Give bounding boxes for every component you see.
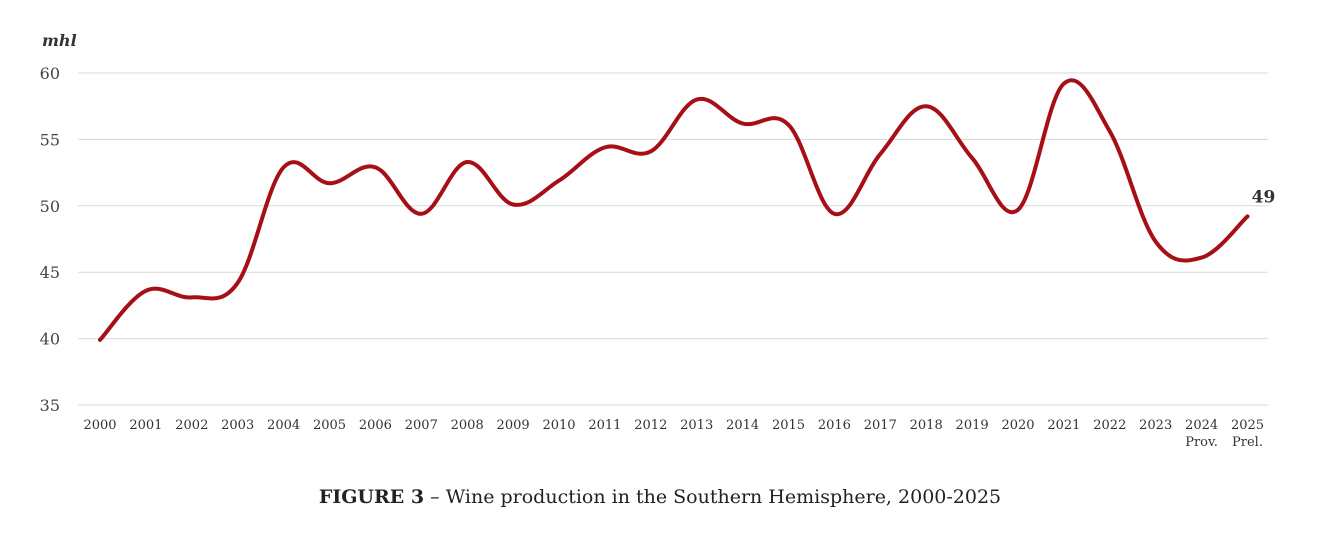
x-tick-label: 2019 — [956, 418, 989, 433]
x-tick-label: 2014 — [726, 418, 759, 433]
y-tick-label: 35 — [40, 396, 60, 415]
x-tick-label: 2013 — [680, 418, 713, 433]
x-tick-label: 2016 — [818, 418, 851, 433]
y-tick-label: 55 — [40, 130, 60, 149]
x-tick-label: 2003 — [221, 418, 254, 433]
x-axis-ticks: 2000 2001 2002 2003 2004 2005 2006 2007 2008 2009… — [83, 418, 1264, 450]
x-tick-label: 2001 — [129, 418, 162, 433]
x-tick-label: 2010 — [542, 418, 575, 433]
data-label: 49 — [1252, 187, 1276, 207]
y-axis-unit-label: mhl — [42, 31, 77, 50]
x-tick-label: 2024 — [1185, 418, 1218, 433]
x-tick-label: 2015 — [772, 418, 805, 433]
figure-title: – Wine production in the Southern Hemisp… — [424, 486, 1002, 508]
x-tick-label: 2023 — [1139, 418, 1172, 433]
x-tick-label: 2012 — [634, 418, 667, 433]
x-tick-label: 2002 — [175, 418, 208, 433]
x-tick-note: Prel. — [1232, 435, 1263, 450]
x-tick-label: 2004 — [267, 418, 300, 433]
x-tick-label: 2005 — [313, 418, 346, 433]
y-tick-label: 50 — [40, 197, 60, 216]
y-axis-ticks: 35 40 45 50 55 60 — [40, 64, 60, 415]
x-tick-label: 2007 — [405, 418, 438, 433]
x-tick-label: 2008 — [451, 418, 484, 433]
x-tick-label: 2011 — [588, 418, 621, 433]
y-tick-label: 45 — [40, 263, 60, 282]
x-tick-label: 2021 — [1047, 418, 1080, 433]
x-tick-label: 2020 — [1001, 418, 1034, 433]
y-tick-label: 60 — [40, 64, 60, 83]
x-tick-label: 2006 — [359, 418, 392, 433]
y-tick-label: 40 — [40, 330, 60, 349]
figure-number: FIGURE 3 — [318, 486, 425, 508]
gridlines — [78, 72, 1268, 406]
series-line — [98, 78, 1250, 342]
x-tick-label: 2000 — [83, 418, 116, 433]
figure-caption: FIGURE 3 – Wine production in the Southe… — [0, 486, 1320, 508]
x-tick-label: 2009 — [497, 418, 530, 433]
x-tick-label: 2018 — [910, 418, 943, 433]
data-labels: 49 — [1252, 187, 1276, 207]
x-tick-label: 2017 — [864, 418, 897, 433]
x-tick-label: 2025 — [1231, 418, 1264, 433]
x-tick-note: Prov. — [1185, 435, 1218, 450]
x-tick-label: 2022 — [1093, 418, 1126, 433]
